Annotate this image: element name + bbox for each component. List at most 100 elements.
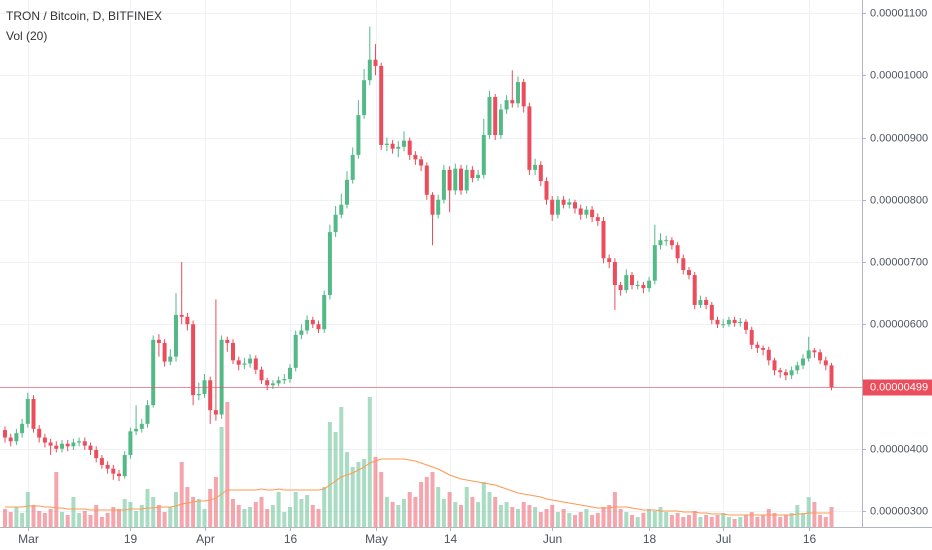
candle-body xyxy=(379,65,384,145)
y-tick-label: 0.00001000 xyxy=(870,69,928,81)
volume-bar xyxy=(595,513,600,527)
last-price-box xyxy=(863,379,932,396)
volume-bar xyxy=(521,502,526,527)
volume-bar xyxy=(54,472,59,527)
candle-body xyxy=(145,405,150,424)
candle-body xyxy=(111,468,116,474)
volume-bar xyxy=(533,507,538,527)
volume-bar xyxy=(162,512,167,527)
volume-bar xyxy=(248,507,253,527)
volume-bar xyxy=(402,499,406,527)
x-tick-label: 19 xyxy=(124,532,138,546)
volume-bar xyxy=(812,502,817,527)
candle-body xyxy=(704,299,709,305)
volume-bar xyxy=(692,511,697,527)
candle-body xyxy=(641,285,646,289)
volume-bar xyxy=(453,502,458,527)
candle-body xyxy=(533,164,538,170)
volume-bar xyxy=(305,495,310,527)
volume-bar xyxy=(413,497,418,527)
volume-bar xyxy=(345,452,349,527)
volume-bar xyxy=(105,513,110,527)
candle-body xyxy=(647,280,652,289)
candle-body xyxy=(766,349,771,361)
candle-body xyxy=(430,194,435,215)
candle-body xyxy=(601,220,606,259)
volume-bar xyxy=(538,512,543,527)
volume-bar xyxy=(578,512,583,527)
axes: 0.000003000.000004000.000005000.00000600… xyxy=(0,7,932,546)
volume-bar xyxy=(424,477,429,527)
volume-bar xyxy=(624,512,629,527)
candle-body xyxy=(498,109,503,136)
candle-body xyxy=(293,334,298,368)
candle-body xyxy=(612,262,617,286)
candle-body xyxy=(812,350,817,353)
candle-body xyxy=(20,423,25,434)
volume-bar xyxy=(687,515,691,527)
volume-bar xyxy=(544,509,549,527)
candle-body xyxy=(185,316,190,325)
volume-bar xyxy=(265,509,270,527)
volume-bar xyxy=(704,515,709,527)
volume-bar xyxy=(3,509,7,527)
y-tick-label: 0.00001100 xyxy=(870,7,927,19)
volume-bar xyxy=(641,513,646,527)
candle-body xyxy=(658,240,663,246)
candle-body xyxy=(42,437,47,443)
candle-body xyxy=(88,445,93,450)
volume-bar xyxy=(601,507,606,527)
candle-body xyxy=(37,428,42,438)
candle-body xyxy=(487,97,492,136)
candle-body xyxy=(168,356,173,362)
candle-body xyxy=(299,330,304,335)
candle-body xyxy=(436,199,441,215)
candle-body xyxy=(550,199,555,215)
candle-body xyxy=(339,204,344,215)
y-tick-label: 0.00000300 xyxy=(870,505,928,517)
candle-body xyxy=(305,319,310,331)
candle-body xyxy=(755,344,760,348)
volume-bar xyxy=(829,507,834,527)
volume-bar xyxy=(441,499,446,527)
candle-body xyxy=(419,159,424,166)
volume-bar xyxy=(253,502,258,527)
y-tick-label: 0.00000400 xyxy=(870,443,928,455)
volume-bar xyxy=(715,515,720,527)
candle-body xyxy=(105,464,110,469)
volume-pane xyxy=(3,397,834,527)
candle-body xyxy=(25,398,30,424)
volume-bar xyxy=(379,472,384,527)
volume-bar xyxy=(447,492,452,527)
volume-bar xyxy=(749,512,754,527)
candle-body xyxy=(510,100,515,104)
volume-bar xyxy=(664,512,669,527)
volume-bar xyxy=(288,507,292,527)
volume-bar xyxy=(151,497,156,527)
volume-bar xyxy=(430,472,435,527)
candle-body xyxy=(692,275,697,305)
volume-bar xyxy=(801,513,805,527)
volume-bar xyxy=(99,517,104,527)
volume-bar xyxy=(498,505,503,527)
volume-bar xyxy=(590,515,595,527)
volume-bar xyxy=(282,512,287,527)
volume-bar xyxy=(179,462,184,527)
volume-ma-line xyxy=(5,458,832,516)
volume-bar xyxy=(504,502,509,527)
volume-bar xyxy=(573,515,577,527)
candle-body xyxy=(396,146,401,149)
volume-bar xyxy=(390,502,395,527)
volume-bar xyxy=(299,499,304,527)
volume-bar xyxy=(778,517,783,527)
volume-bar xyxy=(806,497,811,527)
candle-body xyxy=(162,342,167,362)
volume-bar xyxy=(384,497,389,527)
candle-body xyxy=(590,209,595,218)
candle-body xyxy=(122,454,127,477)
candle-body xyxy=(447,169,452,191)
candle-body xyxy=(795,365,800,371)
candle-body xyxy=(48,442,53,446)
candle-body xyxy=(504,100,509,110)
candle-body xyxy=(14,433,19,442)
